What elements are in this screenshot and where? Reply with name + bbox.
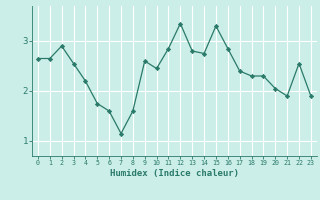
X-axis label: Humidex (Indice chaleur): Humidex (Indice chaleur) bbox=[110, 169, 239, 178]
